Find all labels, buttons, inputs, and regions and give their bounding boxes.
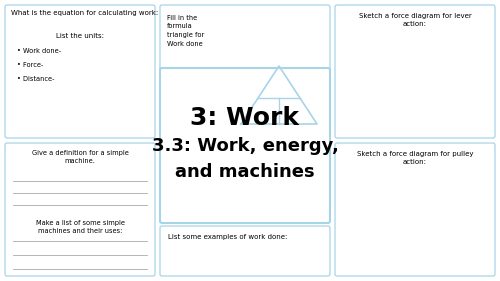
Text: 3.3: Work, energy,: 3.3: Work, energy, <box>152 137 338 155</box>
Text: • Work done-: • Work done- <box>17 48 61 54</box>
Text: • Distance-: • Distance- <box>17 76 54 82</box>
Text: Sketch a force diagram for lever
action:: Sketch a force diagram for lever action: <box>358 13 472 27</box>
Text: • Force-: • Force- <box>17 62 44 68</box>
FancyBboxPatch shape <box>160 68 330 223</box>
Text: and machines: and machines <box>175 163 315 181</box>
FancyBboxPatch shape <box>160 226 330 276</box>
FancyBboxPatch shape <box>335 5 495 138</box>
Text: Fill in the
formula
triangle for
Work done: Fill in the formula triangle for Work do… <box>167 15 204 46</box>
Text: What is the equation for calculating work:: What is the equation for calculating wor… <box>11 10 158 16</box>
FancyBboxPatch shape <box>5 5 155 138</box>
Text: List the units:: List the units: <box>56 33 104 39</box>
FancyBboxPatch shape <box>335 143 495 276</box>
FancyBboxPatch shape <box>5 143 155 276</box>
Text: Sketch a force diagram for pulley
action:: Sketch a force diagram for pulley action… <box>357 151 473 165</box>
FancyBboxPatch shape <box>160 5 330 138</box>
Text: Give a definition for a simple
machine.: Give a definition for a simple machine. <box>32 150 128 164</box>
Text: List some examples of work done:: List some examples of work done: <box>168 234 288 240</box>
Text: 3: Work: 3: Work <box>190 106 300 130</box>
Text: Make a list of some simple
machines and their uses:: Make a list of some simple machines and … <box>36 220 124 234</box>
